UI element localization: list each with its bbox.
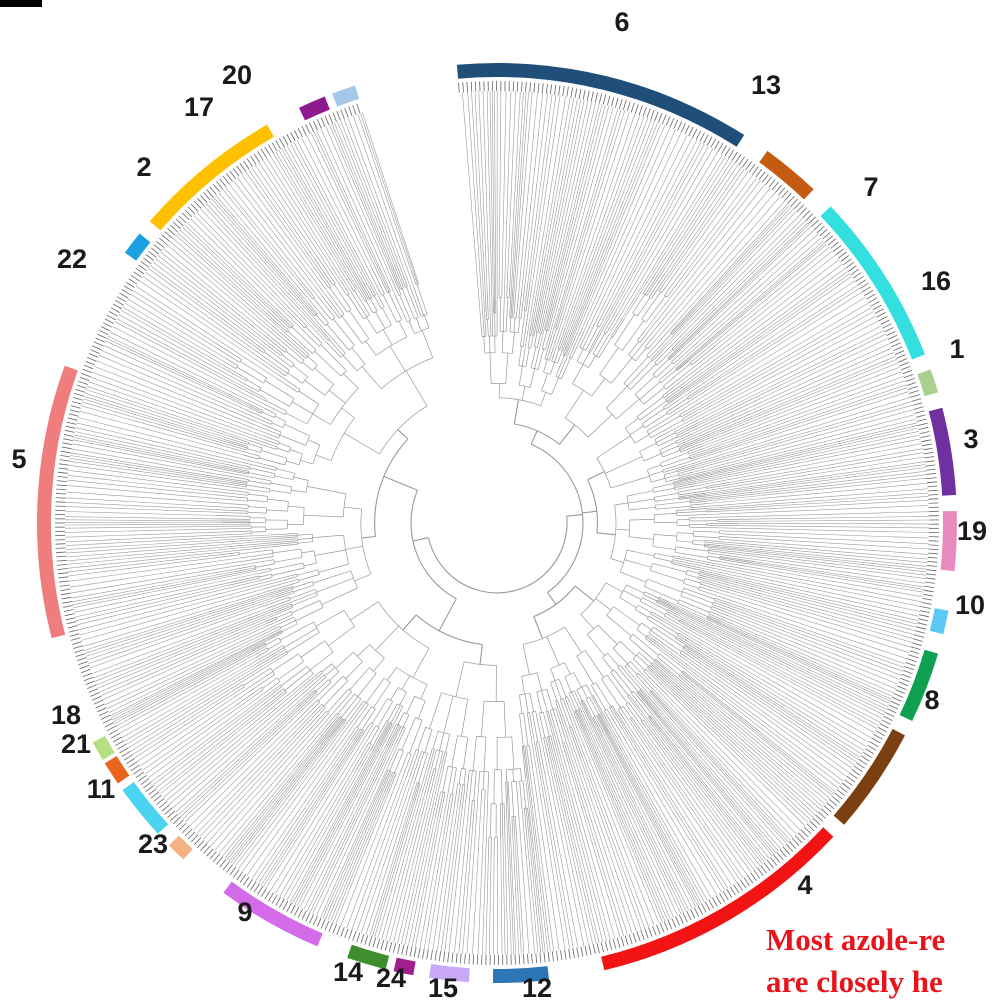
clade-label-13: 13	[751, 70, 781, 100]
clade-arc-20	[332, 85, 360, 107]
clade-arc-11	[122, 782, 169, 834]
clade-label-3: 3	[963, 424, 978, 454]
clade-arc-5	[37, 365, 78, 639]
clade-arc-16	[917, 369, 939, 397]
clade-arc-22	[124, 233, 151, 261]
clade-label-20: 20	[222, 60, 252, 90]
clade-label-24: 24	[376, 963, 406, 993]
clade-arc-15	[429, 964, 470, 983]
clade-label-19: 19	[957, 516, 987, 546]
clade-label-2: 2	[136, 152, 151, 182]
clade-arc-6	[456, 63, 745, 147]
clade-label-10: 10	[955, 590, 985, 620]
clade-label-23: 23	[138, 829, 168, 859]
clade-label-21: 21	[61, 729, 91, 759]
clade-arc-18	[92, 735, 115, 760]
clade-arc-9	[223, 881, 323, 947]
tree-tips	[54, 80, 940, 966]
clade-arc-8	[833, 728, 905, 825]
clade-label-18: 18	[51, 700, 81, 730]
clade-label-5: 5	[11, 444, 26, 474]
clade-arc-14	[347, 944, 390, 970]
clade-label-1: 1	[949, 334, 964, 364]
clade-label-7: 7	[863, 172, 878, 202]
clade-arc-17	[299, 96, 330, 121]
clade-label-15: 15	[428, 973, 458, 1003]
clade-label-4: 4	[797, 870, 812, 900]
clade-arc-3	[940, 511, 957, 572]
corner-mark	[0, 0, 42, 7]
clade-arc-4	[601, 827, 834, 971]
annotation-line-1: Most azole-re	[766, 922, 946, 957]
clade-arc-1	[928, 407, 957, 496]
annotation-line-2: are closely he	[766, 964, 943, 999]
clade-label-9: 9	[237, 897, 252, 927]
clade-label-11: 11	[87, 774, 116, 804]
clade-label-8: 8	[924, 685, 939, 715]
clade-arc-10	[899, 649, 939, 721]
clade-arc-21	[104, 756, 130, 784]
clade-arc-23	[168, 835, 193, 860]
clade-arc-24	[393, 957, 416, 976]
clade-arc-19	[929, 608, 949, 635]
tree-branches	[64, 90, 930, 956]
clade-label-16: 16	[921, 266, 951, 296]
clade-label-22: 22	[57, 244, 87, 274]
clade-arc-2	[149, 124, 274, 231]
clade-arc-13	[759, 150, 814, 200]
clade-label-14: 14	[333, 957, 363, 987]
clade-arc-7	[820, 206, 925, 360]
clade-label-6: 6	[614, 7, 629, 37]
clade-label-17: 17	[184, 92, 214, 122]
clade-label-12: 12	[522, 973, 552, 1003]
clade-arc-12	[493, 966, 550, 984]
